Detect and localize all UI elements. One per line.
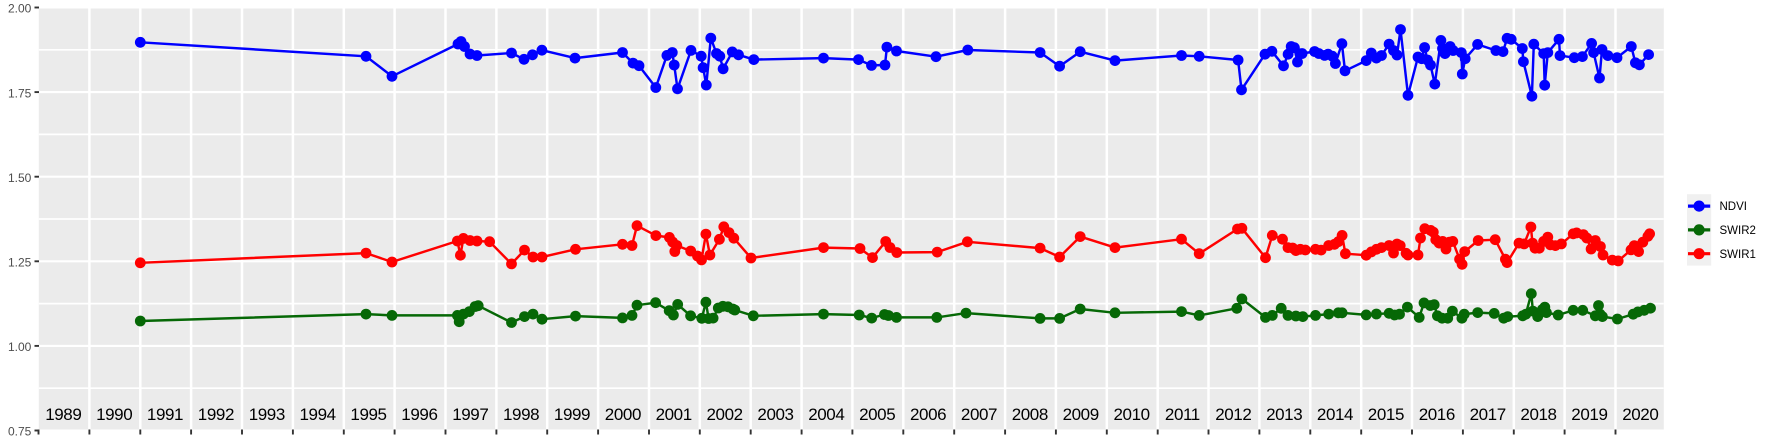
svg-text:1996: 1996	[401, 405, 437, 424]
svg-text:1992: 1992	[198, 405, 234, 424]
svg-text:2006: 2006	[910, 405, 946, 424]
svg-text:2015: 2015	[1368, 405, 1404, 424]
svg-text:2016: 2016	[1419, 405, 1455, 424]
svg-text:2014: 2014	[1317, 405, 1353, 424]
svg-text:2019: 2019	[1571, 405, 1607, 424]
svg-text:1.00: 1.00	[8, 340, 32, 354]
svg-text:2003: 2003	[757, 405, 793, 424]
svg-text:2011: 2011	[1165, 405, 1200, 424]
svg-text:1994: 1994	[299, 405, 335, 424]
svg-text:0.75: 0.75	[8, 425, 32, 439]
svg-text:SWIR2: SWIR2	[1720, 225, 1756, 237]
svg-text:2007: 2007	[961, 405, 997, 424]
svg-text:2020: 2020	[1622, 405, 1658, 424]
svg-text:2013: 2013	[1266, 405, 1302, 424]
svg-text:1989: 1989	[45, 405, 81, 424]
svg-text:SWIR1: SWIR1	[1720, 249, 1756, 261]
svg-text:2001: 2001	[656, 405, 692, 424]
svg-text:NDVI: NDVI	[1720, 201, 1747, 213]
svg-text:1.25: 1.25	[8, 256, 32, 270]
svg-text:1998: 1998	[503, 405, 539, 424]
svg-text:2009: 2009	[1063, 405, 1099, 424]
svg-text:2.00: 2.00	[8, 2, 32, 16]
svg-text:2002: 2002	[706, 405, 742, 424]
svg-text:2018: 2018	[1520, 405, 1556, 424]
svg-text:1999: 1999	[554, 405, 590, 424]
svg-text:1991: 1991	[147, 405, 183, 424]
svg-text:1995: 1995	[350, 405, 386, 424]
svg-text:2012: 2012	[1215, 405, 1251, 424]
svg-text:2017: 2017	[1470, 405, 1506, 424]
svg-text:1990: 1990	[96, 405, 132, 424]
svg-text:1997: 1997	[452, 405, 488, 424]
svg-text:1.50: 1.50	[8, 171, 32, 185]
svg-text:1.75: 1.75	[8, 86, 32, 100]
svg-text:2000: 2000	[605, 405, 641, 424]
svg-text:2008: 2008	[1012, 405, 1048, 424]
svg-text:2010: 2010	[1113, 405, 1149, 424]
svg-text:2005: 2005	[859, 405, 895, 424]
svg-text:2004: 2004	[808, 405, 844, 424]
svg-text:1993: 1993	[249, 405, 285, 424]
